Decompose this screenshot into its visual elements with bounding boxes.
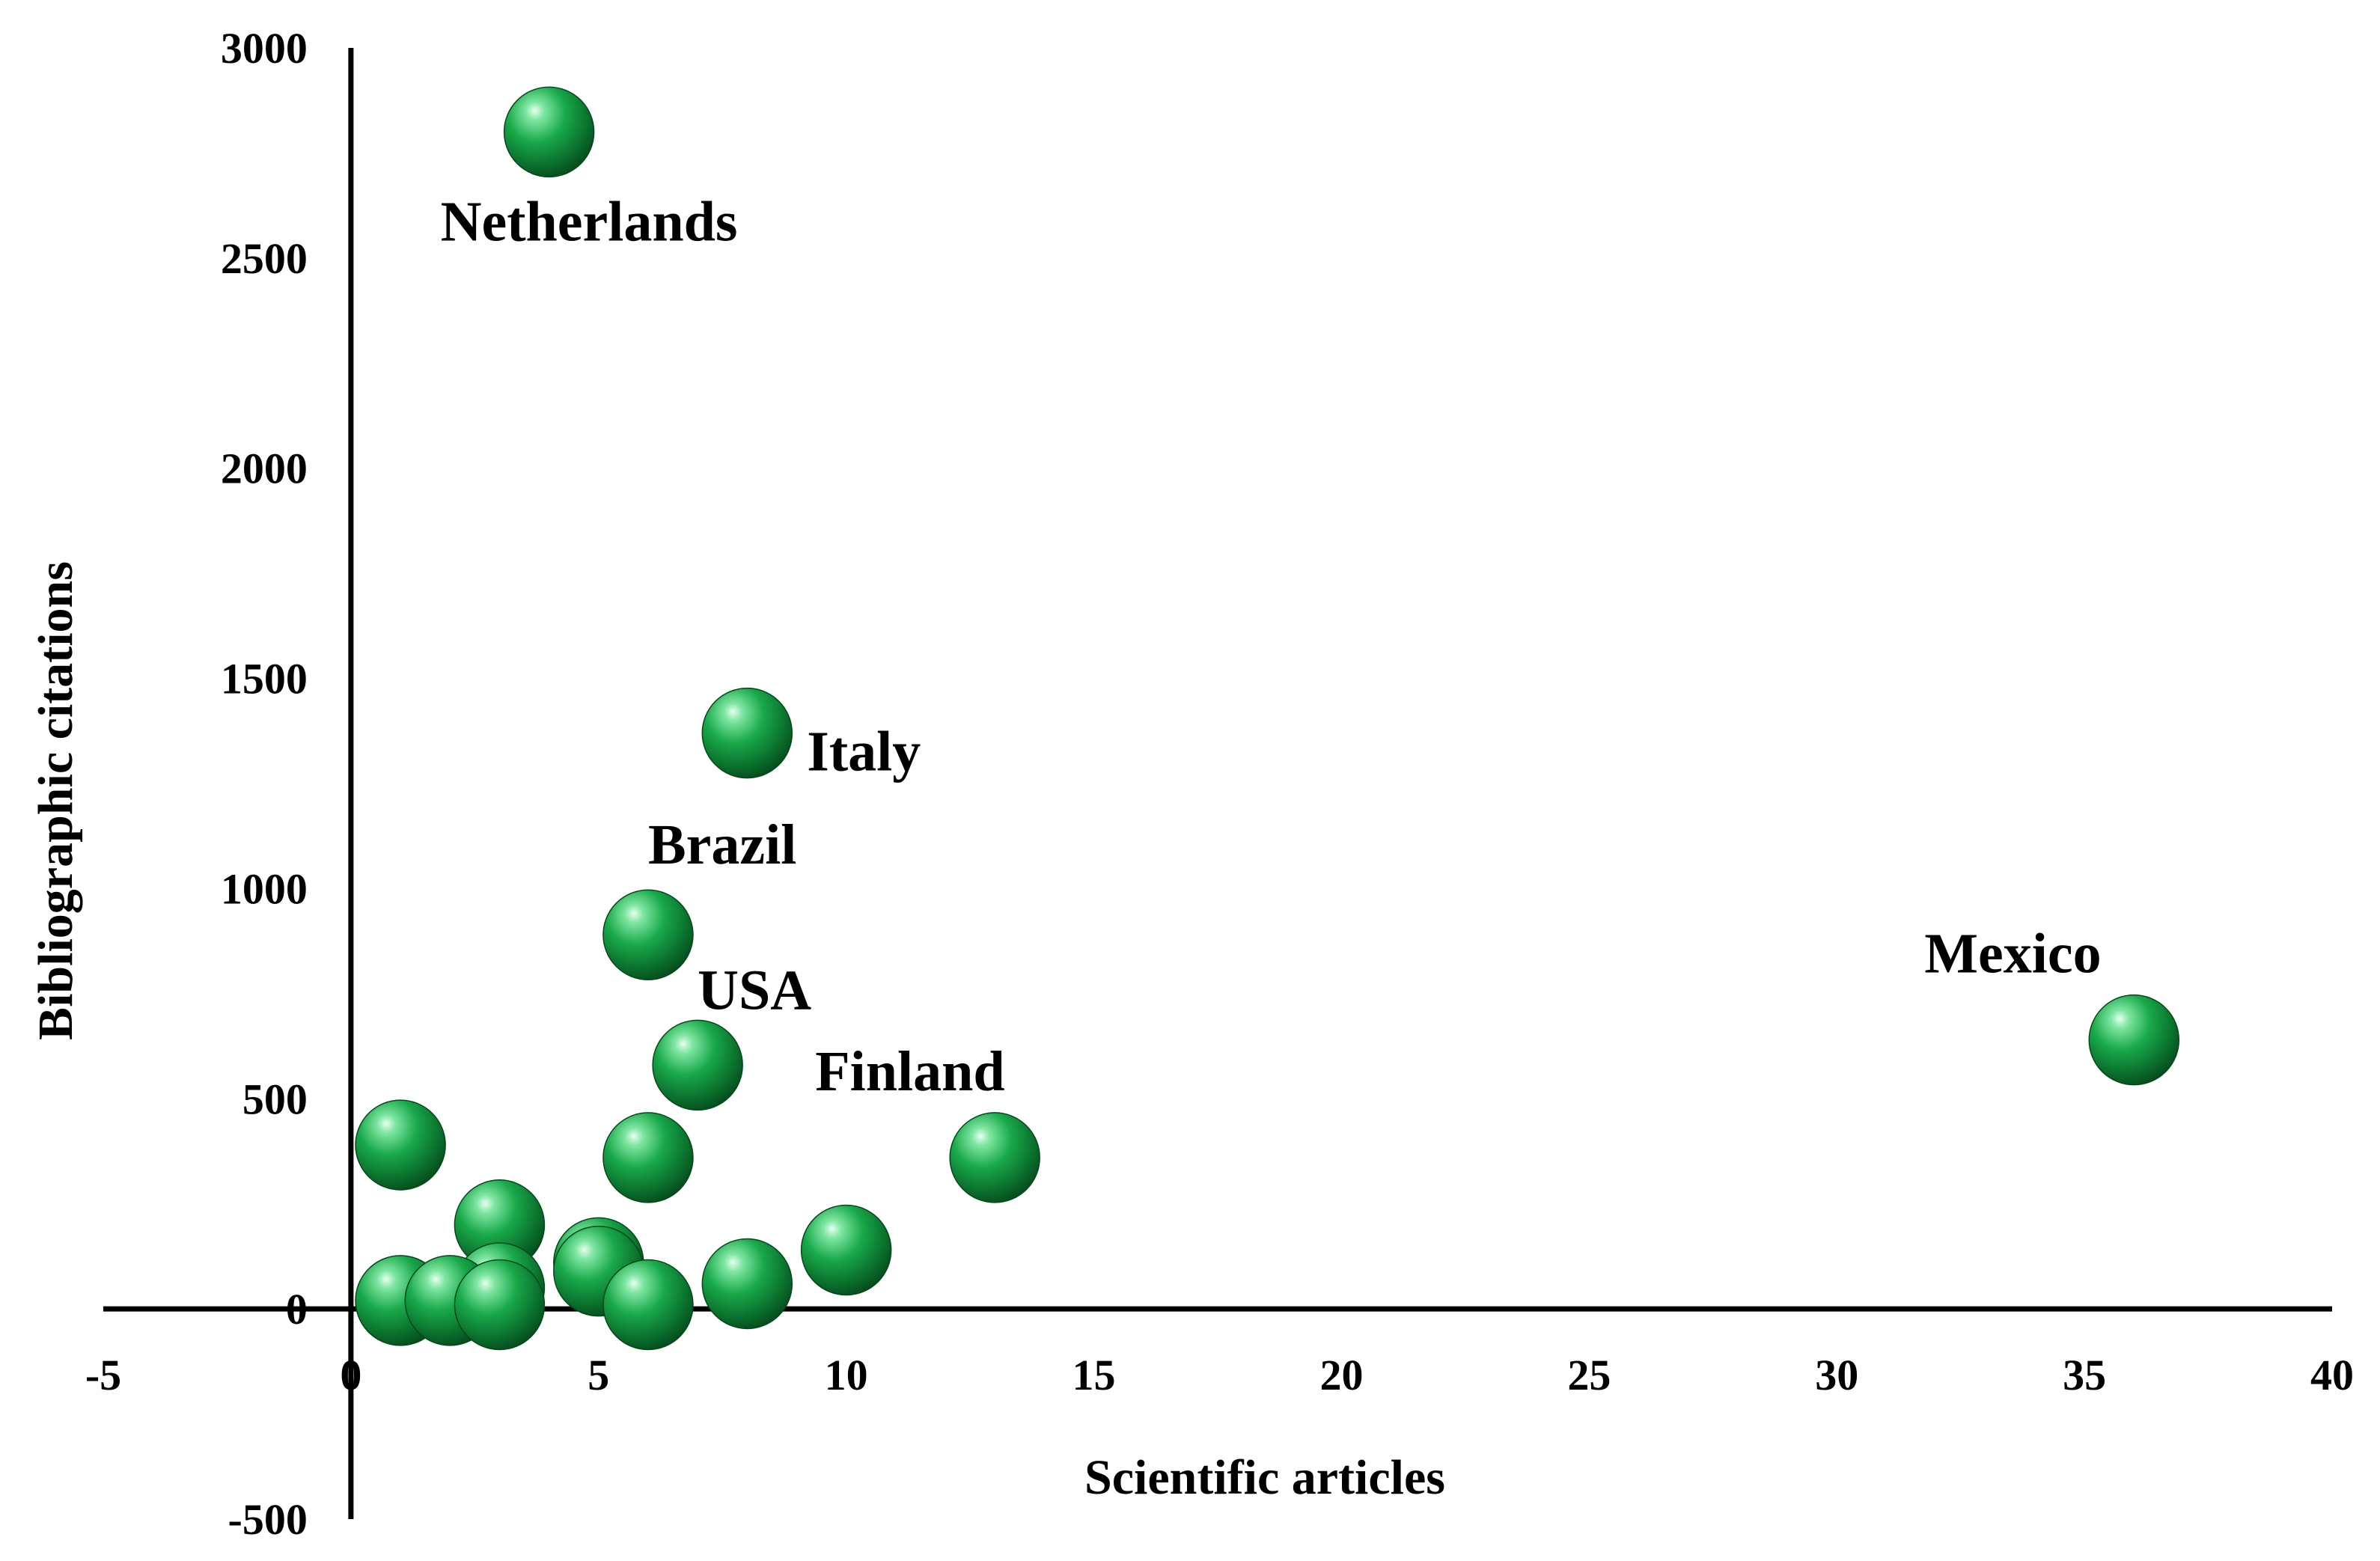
data-point [652,1019,743,1111]
x-tick-label: 35 [2063,1351,2106,1399]
axes: -5 0 5 10 15 20 25 30 35 40 -500 0 500 1000 1500 2000 25… [85,24,2354,1544]
x-tick-label: 40 [2310,1351,2354,1399]
x-tick-label: 10 [825,1351,868,1399]
x-tick-label: 15 [1072,1351,1116,1399]
data-point [2088,994,2180,1086]
data-point [503,86,595,178]
y-tick-label: 500 [242,1075,308,1123]
data-point-label: Netherlands [441,190,738,253]
data-point [454,1259,546,1351]
data-point [355,1099,446,1191]
data-point [602,889,694,980]
y-tick-label: -500 [228,1495,308,1544]
data-point-label: Brazil [648,813,796,876]
y-tick-label: 1500 [221,655,308,703]
data-point-label: USA [698,959,811,1021]
y-tick-label: 0 [286,1285,308,1334]
data-point [800,1204,892,1296]
data-point-label: Finland [815,1040,1004,1103]
data-point-label: Mexico [1924,923,2101,986]
data-point [602,1259,694,1351]
x-tick-label: 0 [340,1351,361,1399]
data-points [355,86,2180,1351]
data-point [701,687,793,779]
y-tick-label: 2000 [221,445,308,493]
x-tick-label: 30 [1815,1351,1858,1399]
data-point [701,1238,793,1330]
x-tick-label: -5 [85,1351,121,1399]
x-tick-label: 20 [1319,1351,1363,1399]
y-tick-label: 2500 [221,234,308,283]
y-tick-label: 3000 [221,24,308,73]
data-point-label: Italy [807,721,921,783]
x-axis-title: Scientific articles [1084,1450,1445,1505]
y-tick-label: 1000 [221,864,308,913]
x-tick-label: 5 [588,1351,609,1399]
x-tick-label: 25 [1567,1351,1611,1399]
data-point [602,1112,694,1203]
y-axis-title: Bibliographic citations [28,561,83,1040]
data-point [949,1112,1040,1203]
